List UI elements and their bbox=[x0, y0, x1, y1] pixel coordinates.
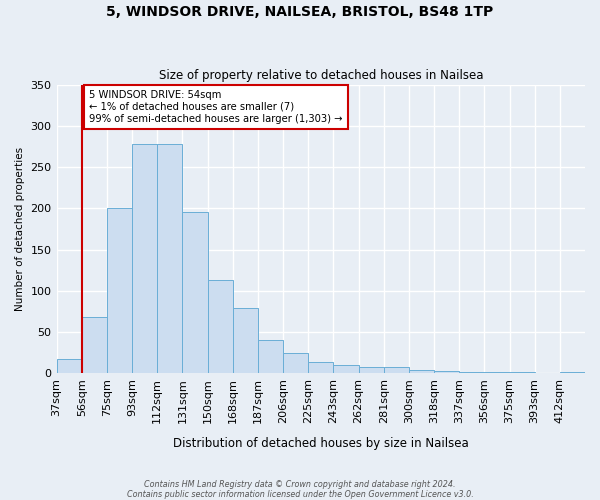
Bar bbox=[484, 372, 509, 373]
Text: Contains HM Land Registry data © Crown copyright and database right 2024.
Contai: Contains HM Land Registry data © Crown c… bbox=[127, 480, 473, 499]
Bar bbox=[459, 372, 484, 373]
Bar bbox=[157, 144, 182, 373]
Bar bbox=[82, 317, 107, 373]
Bar bbox=[334, 365, 359, 373]
Bar bbox=[509, 372, 535, 373]
Bar bbox=[409, 370, 434, 373]
X-axis label: Distribution of detached houses by size in Nailsea: Distribution of detached houses by size … bbox=[173, 437, 469, 450]
Bar bbox=[434, 371, 459, 373]
Bar bbox=[56, 359, 82, 373]
Bar bbox=[383, 368, 409, 373]
Bar bbox=[132, 144, 157, 373]
Bar bbox=[258, 340, 283, 373]
Bar bbox=[233, 308, 258, 373]
Bar bbox=[208, 280, 233, 373]
Bar bbox=[308, 362, 334, 373]
Title: Size of property relative to detached houses in Nailsea: Size of property relative to detached ho… bbox=[158, 69, 483, 82]
Text: 5, WINDSOR DRIVE, NAILSEA, BRISTOL, BS48 1TP: 5, WINDSOR DRIVE, NAILSEA, BRISTOL, BS48… bbox=[106, 5, 494, 19]
Bar bbox=[359, 368, 383, 373]
Text: 5 WINDSOR DRIVE: 54sqm
← 1% of detached houses are smaller (7)
99% of semi-detac: 5 WINDSOR DRIVE: 54sqm ← 1% of detached … bbox=[89, 90, 343, 124]
Bar bbox=[182, 212, 208, 373]
Bar bbox=[283, 352, 308, 373]
Bar bbox=[560, 372, 585, 373]
Y-axis label: Number of detached properties: Number of detached properties bbox=[15, 147, 25, 311]
Bar bbox=[107, 208, 132, 373]
